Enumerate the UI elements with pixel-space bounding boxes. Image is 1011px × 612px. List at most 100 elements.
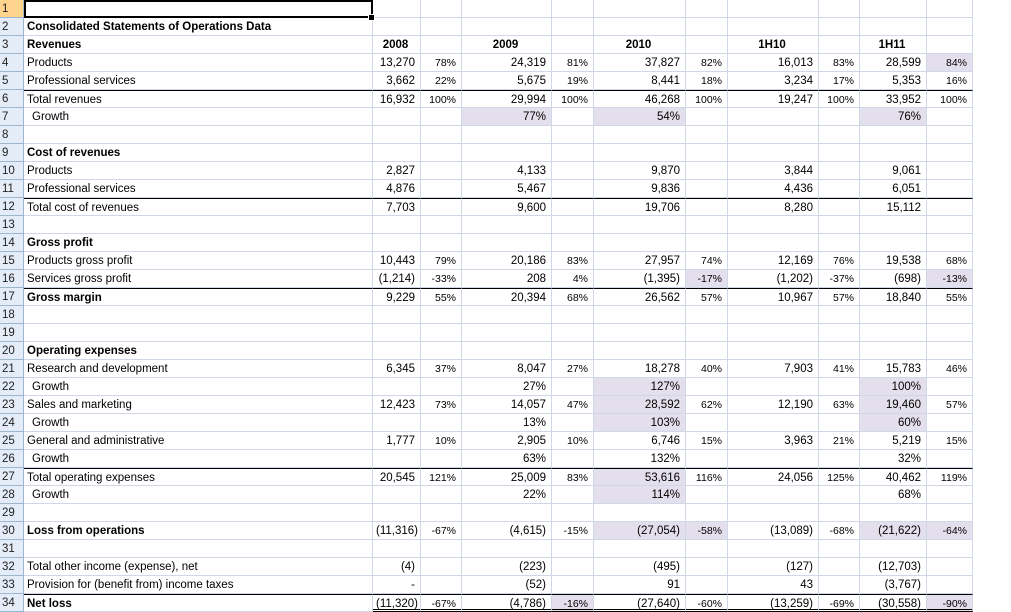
percent-cell[interactable] <box>927 108 973 126</box>
percent-cell[interactable] <box>421 216 462 234</box>
percent-cell[interactable] <box>686 234 728 252</box>
percent-cell[interactable] <box>421 18 462 36</box>
percent-cell[interactable]: 62% <box>686 396 728 414</box>
value-cell[interactable] <box>860 126 927 144</box>
value-cell[interactable] <box>860 0 927 18</box>
percent-cell[interactable]: 125% <box>819 468 860 486</box>
percent-cell[interactable] <box>552 540 594 558</box>
value-cell[interactable] <box>728 504 819 522</box>
percent-cell[interactable] <box>927 576 973 594</box>
percent-cell[interactable]: 15% <box>927 432 973 450</box>
value-cell[interactable]: (21,622) <box>860 522 927 540</box>
value-cell[interactable]: 24,319 <box>462 54 552 72</box>
percent-cell[interactable]: 81% <box>552 54 594 72</box>
value-cell[interactable] <box>728 306 819 324</box>
value-cell[interactable]: 6,345 <box>373 360 421 378</box>
value-cell[interactable] <box>462 234 552 252</box>
row-header[interactable]: 28 <box>0 486 24 504</box>
value-cell[interactable]: 33,952 <box>860 90 927 108</box>
percent-cell[interactable]: 4% <box>552 270 594 288</box>
value-cell[interactable]: 13,270 <box>373 54 421 72</box>
row-label-cell[interactable]: Growth <box>24 450 373 468</box>
percent-cell[interactable] <box>552 378 594 396</box>
value-cell[interactable] <box>462 540 552 558</box>
value-cell[interactable]: 4,436 <box>728 180 819 198</box>
value-cell[interactable] <box>728 378 819 396</box>
row-header[interactable]: 11 <box>0 180 24 198</box>
percent-cell[interactable] <box>686 450 728 468</box>
row-header[interactable]: 32 <box>0 558 24 576</box>
percent-cell[interactable] <box>552 216 594 234</box>
percent-cell[interactable] <box>552 450 594 468</box>
value-cell[interactable]: (4,615) <box>462 522 552 540</box>
percent-cell[interactable]: -13% <box>927 270 973 288</box>
percent-cell[interactable] <box>686 486 728 504</box>
percent-cell[interactable] <box>927 144 973 162</box>
value-cell[interactable]: 27% <box>462 378 552 396</box>
percent-cell[interactable] <box>819 342 860 360</box>
value-cell[interactable] <box>860 342 927 360</box>
percent-cell[interactable]: 63% <box>819 396 860 414</box>
row-label-cell[interactable]: Gross profit <box>24 234 373 252</box>
value-cell[interactable]: 12,423 <box>373 396 421 414</box>
value-cell[interactable] <box>594 18 686 36</box>
row-label-cell[interactable]: General and administrative <box>24 432 373 450</box>
value-cell[interactable] <box>373 378 421 396</box>
value-cell[interactable] <box>462 0 552 18</box>
value-cell[interactable] <box>728 342 819 360</box>
percent-cell[interactable]: 119% <box>927 468 973 486</box>
value-cell[interactable]: 9,229 <box>373 288 421 306</box>
percent-cell[interactable]: 68% <box>927 252 973 270</box>
percent-cell[interactable] <box>686 162 728 180</box>
percent-cell[interactable]: 84% <box>927 54 973 72</box>
value-cell[interactable]: 9,600 <box>462 198 552 216</box>
percent-cell[interactable] <box>421 234 462 252</box>
percent-cell[interactable]: 10% <box>552 432 594 450</box>
percent-cell[interactable]: -33% <box>421 270 462 288</box>
row-header[interactable]: 14 <box>0 234 24 252</box>
percent-cell[interactable] <box>686 540 728 558</box>
value-cell[interactable] <box>594 216 686 234</box>
value-cell[interactable]: 5,467 <box>462 180 552 198</box>
value-cell[interactable] <box>462 504 552 522</box>
value-cell[interactable]: 18,278 <box>594 360 686 378</box>
percent-cell[interactable] <box>927 36 973 54</box>
row-label-cell[interactable]: Total revenues <box>24 90 373 108</box>
value-cell[interactable] <box>373 0 421 18</box>
percent-cell[interactable]: 18% <box>686 72 728 90</box>
value-cell[interactable]: 28,592 <box>594 396 686 414</box>
percent-cell[interactable] <box>686 198 728 216</box>
percent-cell[interactable] <box>552 324 594 342</box>
value-cell[interactable]: 12,169 <box>728 252 819 270</box>
percent-cell[interactable]: 47% <box>552 396 594 414</box>
value-cell[interactable] <box>594 540 686 558</box>
percent-cell[interactable]: -37% <box>819 270 860 288</box>
percent-cell[interactable] <box>686 504 728 522</box>
value-cell[interactable]: 9,061 <box>860 162 927 180</box>
value-cell[interactable] <box>728 216 819 234</box>
percent-cell[interactable] <box>819 540 860 558</box>
percent-cell[interactable]: -67% <box>421 594 462 612</box>
percent-cell[interactable] <box>552 18 594 36</box>
row-label-cell[interactable]: Total operating expenses <box>24 468 373 486</box>
value-cell[interactable]: 103% <box>594 414 686 432</box>
percent-cell[interactable] <box>421 180 462 198</box>
percent-cell[interactable] <box>819 324 860 342</box>
value-cell[interactable] <box>462 216 552 234</box>
value-cell[interactable]: (13,089) <box>728 522 819 540</box>
percent-cell[interactable] <box>552 414 594 432</box>
value-cell[interactable]: 132% <box>594 450 686 468</box>
value-cell[interactable]: 5,219 <box>860 432 927 450</box>
percent-cell[interactable] <box>927 486 973 504</box>
row-label-cell[interactable]: Total cost of revenues <box>24 198 373 216</box>
percent-cell[interactable] <box>421 540 462 558</box>
row-label-cell[interactable]: Research and development <box>24 360 373 378</box>
value-cell[interactable]: (11,320) <box>373 594 421 612</box>
percent-cell[interactable] <box>819 234 860 252</box>
value-cell[interactable]: 20,186 <box>462 252 552 270</box>
value-cell[interactable]: 91 <box>594 576 686 594</box>
percent-cell[interactable]: 57% <box>819 288 860 306</box>
percent-cell[interactable] <box>686 558 728 576</box>
percent-cell[interactable] <box>686 144 728 162</box>
row-label-cell[interactable]: Total other income (expense), net <box>24 558 373 576</box>
